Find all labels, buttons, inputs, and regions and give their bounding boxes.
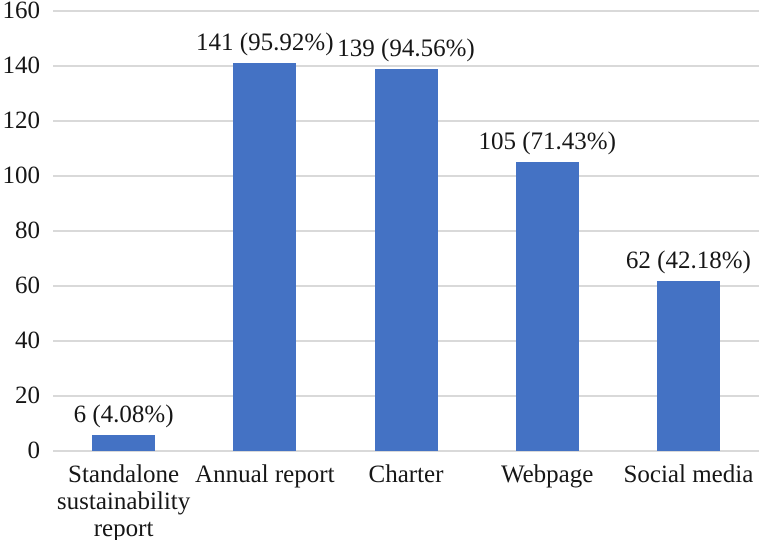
bar-social-media (656, 280, 720, 451)
bar-value-label-webpage: 105 (71.43%) (478, 128, 616, 156)
gridline-140 (53, 65, 759, 67)
y-axis-tick-label-140: 140 (2, 52, 41, 79)
y-axis-tick-label-120: 120 (2, 107, 41, 134)
y-axis-tick-label-0: 0 (27, 437, 41, 464)
x-axis-category-label-charter: Charter (368, 461, 444, 488)
gridline-160 (53, 10, 759, 12)
bar-value-label-social-media: 62 (42.18%) (625, 246, 751, 274)
x-axis-category-label-webpage: Webpage (500, 461, 594, 488)
y-axis-tick-label-80: 80 (15, 217, 40, 244)
gridline-0 (53, 450, 759, 452)
x-axis-category-label-social-media: Social media (623, 461, 754, 488)
bar-value-label-standalone-sustainability-report: 6 (4.08%) (73, 400, 174, 428)
bar-value-label-annual-report: 141 (95.92%) (196, 29, 334, 57)
x-axis-category-label-standalone-sustainability-report: Standalone sustainability report (56, 461, 191, 540)
bar-value-label-charter: 139 (94.56%) (337, 34, 475, 62)
bar-webpage (515, 162, 579, 451)
plot-area: 6 (4.08%) 141 (95.92%) 139 (94.56%) 105 (71… (53, 10, 759, 452)
bar-standalone-sustainability-report (92, 434, 156, 451)
bar-annual-report (233, 63, 297, 451)
y-axis-tick-label-60: 60 (15, 272, 40, 299)
y-axis-tick-label-100: 100 (2, 162, 41, 189)
x-axis-category-label-annual-report: Annual report (195, 461, 335, 488)
bar-charter (374, 68, 438, 451)
y-axis-tick-label-40: 40 (15, 327, 40, 354)
y-axis-tick-label-20: 20 (15, 382, 40, 409)
y-axis-tick-label-160: 160 (2, 0, 41, 24)
